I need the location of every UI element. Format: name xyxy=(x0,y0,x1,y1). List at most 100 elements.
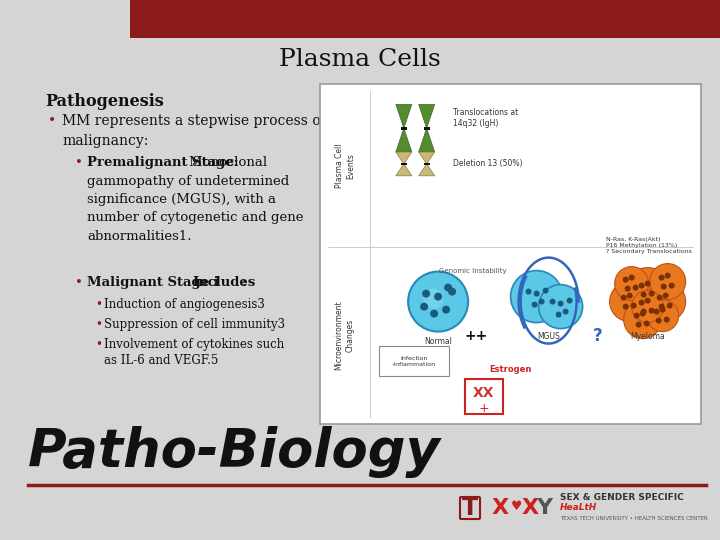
Circle shape xyxy=(442,306,450,314)
Polygon shape xyxy=(396,164,412,176)
Circle shape xyxy=(662,293,669,299)
Text: Normal: Normal xyxy=(424,336,452,346)
Text: •: • xyxy=(95,338,102,351)
Circle shape xyxy=(644,281,651,287)
Bar xyxy=(320,84,701,424)
Text: :: : xyxy=(242,276,247,289)
Text: Infection
-Inflammation: Infection -Inflammation xyxy=(392,356,436,367)
Text: SEX & GENDER SPECIFIC: SEX & GENDER SPECIFIC xyxy=(560,494,684,503)
Text: •: • xyxy=(48,114,56,128)
Circle shape xyxy=(629,275,634,281)
Polygon shape xyxy=(396,128,412,152)
Bar xyxy=(379,346,449,376)
Circle shape xyxy=(641,292,647,298)
Circle shape xyxy=(557,301,564,307)
Text: •: • xyxy=(75,156,83,169)
Circle shape xyxy=(631,302,636,308)
Circle shape xyxy=(665,273,670,279)
Circle shape xyxy=(644,298,651,303)
Text: Involvement of cytokines such: Involvement of cytokines such xyxy=(104,338,284,351)
Circle shape xyxy=(636,322,642,328)
Polygon shape xyxy=(419,128,435,152)
Circle shape xyxy=(543,288,549,294)
Text: N-Ras, K-Ras(Akt)
P16 Methylation (13%)
? Secondary Translocations: N-Ras, K-Ras(Akt) P16 Methylation (13%) … xyxy=(606,237,692,254)
Circle shape xyxy=(549,299,556,305)
Bar xyxy=(130,0,720,38)
Circle shape xyxy=(649,308,654,314)
Text: Myeloma: Myeloma xyxy=(630,332,665,341)
Text: Premalignant Stage:: Premalignant Stage: xyxy=(87,156,238,169)
Circle shape xyxy=(556,312,562,318)
Circle shape xyxy=(534,291,539,296)
Text: Plasma Cells: Plasma Cells xyxy=(279,49,441,71)
Text: ?: ? xyxy=(593,327,603,345)
Circle shape xyxy=(649,264,685,300)
Circle shape xyxy=(624,301,662,339)
Circle shape xyxy=(639,300,644,306)
Circle shape xyxy=(623,303,629,309)
Circle shape xyxy=(633,285,639,291)
Text: T: T xyxy=(462,496,478,520)
Text: X: X xyxy=(492,498,508,518)
Circle shape xyxy=(639,310,646,316)
Text: Plasma Cell
Events: Plasma Cell Events xyxy=(335,143,355,188)
Text: Pathogenesis: Pathogenesis xyxy=(45,93,163,110)
Circle shape xyxy=(641,308,647,315)
Circle shape xyxy=(420,302,428,310)
Text: Microenvironment
Changes: Microenvironment Changes xyxy=(335,301,355,370)
Text: X: X xyxy=(521,498,539,518)
Polygon shape xyxy=(419,164,435,176)
Polygon shape xyxy=(419,152,435,164)
Text: XX: XX xyxy=(473,386,495,400)
Text: Genomic Instability: Genomic Instability xyxy=(438,268,506,274)
Text: Translocations at
14q32 (IgH): Translocations at 14q32 (IgH) xyxy=(454,108,518,128)
Text: Includes: Includes xyxy=(192,276,256,289)
Circle shape xyxy=(639,282,644,288)
Circle shape xyxy=(430,309,438,318)
Polygon shape xyxy=(396,104,412,128)
Text: •: • xyxy=(95,318,102,331)
Text: as IL-6 and VEGF.5: as IL-6 and VEGF.5 xyxy=(104,354,218,367)
Circle shape xyxy=(644,321,649,327)
Circle shape xyxy=(567,298,572,303)
Text: TEXAS TECH UNIVERSITY • HEALTH SCIENCES CENTER: TEXAS TECH UNIVERSITY • HEALTH SCIENCES … xyxy=(560,516,708,521)
Circle shape xyxy=(634,313,639,319)
Circle shape xyxy=(631,291,664,322)
Polygon shape xyxy=(396,152,412,164)
Circle shape xyxy=(649,291,654,296)
Text: +: + xyxy=(479,402,489,415)
Circle shape xyxy=(626,268,670,312)
Circle shape xyxy=(661,284,667,289)
Circle shape xyxy=(664,316,670,322)
Text: Malignant Stage i: Malignant Stage i xyxy=(87,276,219,289)
Circle shape xyxy=(448,288,456,295)
Text: Suppression of cell immunity3: Suppression of cell immunity3 xyxy=(104,318,285,331)
Circle shape xyxy=(654,308,660,315)
Circle shape xyxy=(423,288,443,308)
Circle shape xyxy=(669,282,675,288)
Circle shape xyxy=(646,281,685,322)
Circle shape xyxy=(647,300,679,332)
Bar xyxy=(423,126,430,130)
Circle shape xyxy=(434,293,442,301)
Bar xyxy=(401,126,407,130)
Circle shape xyxy=(444,284,452,292)
Circle shape xyxy=(656,318,662,323)
Text: MM represents a stepwise process of
malignancy:: MM represents a stepwise process of mali… xyxy=(62,114,325,147)
Circle shape xyxy=(621,295,626,301)
Text: ♥: ♥ xyxy=(510,501,521,514)
Circle shape xyxy=(422,289,430,298)
Circle shape xyxy=(659,275,665,281)
Circle shape xyxy=(408,272,468,332)
Circle shape xyxy=(562,308,569,315)
Bar xyxy=(465,379,503,414)
Circle shape xyxy=(667,302,672,308)
Circle shape xyxy=(657,295,662,301)
Text: Deletion 13 (50%): Deletion 13 (50%) xyxy=(454,159,523,168)
Text: ++: ++ xyxy=(464,329,488,342)
Text: MGUS: MGUS xyxy=(537,332,560,341)
Circle shape xyxy=(623,276,629,282)
Text: •: • xyxy=(75,276,83,289)
Circle shape xyxy=(539,299,544,305)
Circle shape xyxy=(660,307,666,313)
